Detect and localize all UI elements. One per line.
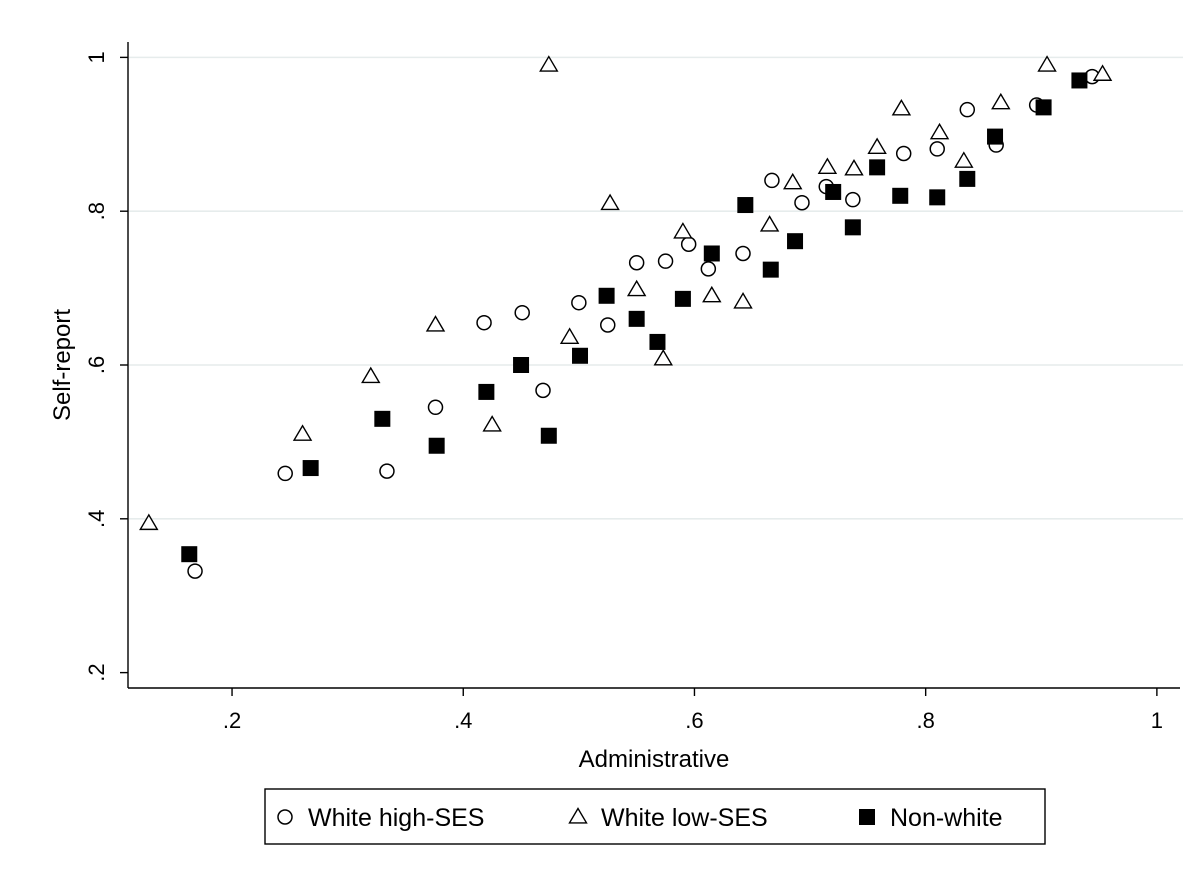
data-point — [187, 563, 203, 579]
legend-label: Non-white — [890, 804, 1003, 832]
data-point — [514, 304, 530, 321]
y-tick-label: .8 — [84, 202, 109, 220]
data-point — [959, 101, 976, 118]
data-point — [735, 245, 751, 262]
legend-item: White high-SES — [277, 804, 484, 832]
data-point — [817, 157, 838, 175]
data-point — [277, 465, 293, 482]
data-point — [600, 317, 616, 333]
series-non-white — [181, 72, 1088, 563]
data-point — [181, 546, 198, 563]
data-point — [657, 253, 674, 269]
data-point — [302, 460, 319, 477]
data-point — [703, 245, 720, 262]
data-point — [895, 145, 912, 162]
data-point — [869, 159, 886, 176]
data-point — [674, 290, 691, 307]
data-point — [759, 215, 780, 232]
data-point — [700, 261, 717, 277]
x-tick-label: .6 — [685, 708, 703, 733]
y-tick-label: .2 — [84, 663, 109, 681]
data-point — [539, 55, 559, 72]
data-point — [572, 347, 589, 364]
data-point — [764, 172, 780, 189]
data-point — [929, 122, 950, 140]
data-point — [571, 294, 587, 311]
y-tick-label: 1 — [84, 51, 109, 63]
data-point — [929, 189, 946, 206]
data-point — [844, 159, 864, 176]
x-tick-label: .2 — [223, 708, 241, 733]
data-point — [929, 141, 945, 157]
data-point — [374, 410, 391, 427]
data-point — [292, 424, 313, 441]
data-point — [540, 427, 557, 444]
data-point — [891, 99, 912, 116]
data-point — [361, 366, 381, 384]
legend-item: Non-white — [859, 804, 1003, 832]
data-point — [892, 187, 909, 204]
data-point — [649, 333, 666, 350]
legend-label: White low-SES — [601, 804, 768, 832]
data-point — [628, 310, 645, 327]
data-point — [867, 137, 887, 155]
legend-marker — [277, 809, 293, 825]
data-point — [1037, 55, 1057, 72]
y-axis-label: Self-report — [49, 309, 76, 421]
data-point — [559, 327, 580, 344]
legend-item: White low-SES — [568, 804, 768, 832]
data-point — [600, 193, 620, 211]
data-point — [1071, 72, 1088, 89]
data-point — [787, 233, 804, 250]
x-tick-label: .4 — [454, 708, 472, 733]
data-point — [987, 128, 1004, 145]
data-point — [482, 415, 502, 432]
data-point — [737, 197, 754, 214]
data-point — [959, 170, 976, 187]
data-point — [379, 463, 395, 479]
data-points — [139, 55, 1113, 579]
x-tick-label: 1 — [1151, 708, 1163, 733]
data-point — [425, 315, 446, 332]
data-point — [628, 254, 645, 271]
y-axis-ticks: .2 .4 .6 .8 1 — [84, 51, 128, 682]
data-point — [653, 348, 673, 366]
data-point — [428, 437, 445, 454]
data-point — [598, 287, 615, 304]
legend: White high-SES White low-SES Non-white — [264, 788, 1046, 845]
data-point — [762, 261, 779, 278]
x-tick-label: .8 — [916, 708, 934, 733]
data-point — [794, 194, 810, 211]
data-point — [1092, 64, 1113, 81]
legend-label: White high-SES — [308, 804, 484, 832]
x-axis-label: Administrative — [579, 746, 730, 773]
data-point — [626, 279, 647, 297]
data-point — [478, 383, 495, 400]
legend-marker — [568, 807, 588, 824]
y-tick-label: .4 — [84, 510, 109, 528]
data-point — [427, 399, 444, 416]
data-point — [139, 513, 159, 531]
data-point — [702, 285, 722, 303]
data-point — [844, 219, 861, 236]
data-point — [783, 172, 803, 190]
data-point — [991, 92, 1011, 110]
data-point — [825, 183, 842, 200]
data-point — [535, 382, 551, 399]
data-point — [1035, 99, 1052, 116]
data-point — [476, 314, 492, 331]
data-point — [680, 236, 697, 253]
data-point — [954, 151, 974, 168]
data-point — [513, 357, 530, 373]
legend-box — [264, 788, 1046, 845]
y-tick-label: .6 — [84, 356, 109, 374]
legend-marker — [859, 809, 875, 825]
data-point — [845, 191, 861, 208]
data-point — [673, 222, 693, 239]
series-white-low-ses — [139, 55, 1113, 531]
data-point — [733, 292, 753, 309]
x-axis-ticks: .2 .4 .6 .8 1 — [223, 688, 1163, 733]
